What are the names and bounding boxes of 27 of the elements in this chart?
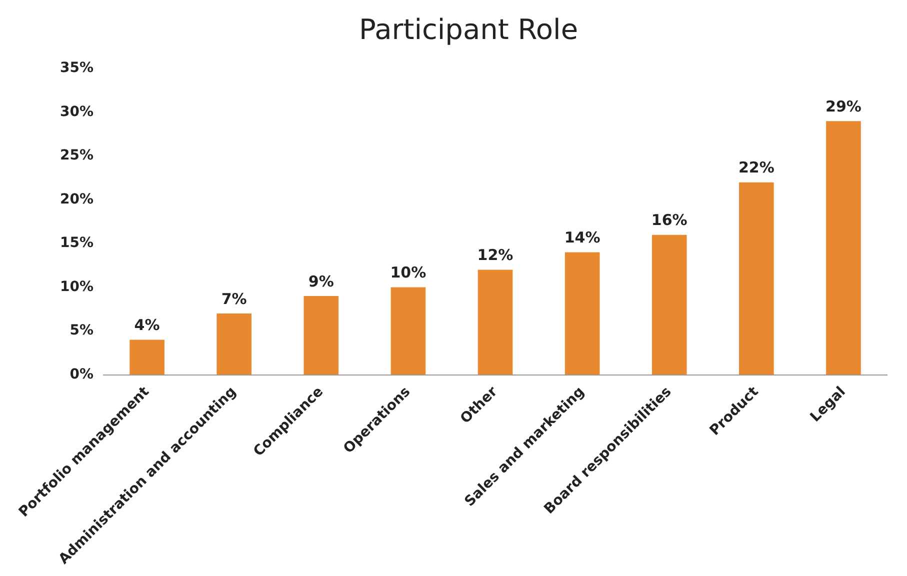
bar	[564, 252, 600, 375]
bar	[478, 270, 513, 375]
bar	[826, 121, 861, 375]
y-tick-label: 10%	[60, 278, 94, 295]
bar	[130, 340, 164, 375]
y-tick-label: 15%	[60, 235, 94, 252]
data-label: 29%	[826, 97, 862, 116]
data-label: 7%	[221, 290, 247, 308]
bar	[216, 314, 252, 375]
bar	[652, 234, 687, 375]
y-tick-label: 30%	[60, 104, 94, 120]
data-label: 14%	[564, 228, 600, 247]
data-label: 16%	[651, 211, 688, 230]
y-tick-label: 0%	[70, 366, 94, 382]
y-tick-label: 35%	[60, 60, 94, 76]
bar	[739, 182, 774, 375]
chart-title: Participant Role	[358, 13, 578, 46]
data-label: 12%	[477, 246, 514, 264]
bar	[390, 287, 426, 375]
y-tick-label: 20%	[60, 191, 94, 208]
data-label: 9%	[308, 272, 334, 290]
y-tick-label: 25%	[60, 148, 94, 164]
data-label: 4%	[134, 316, 160, 334]
data-label: 22%	[738, 158, 774, 177]
bar	[304, 296, 339, 375]
data-label: 10%	[390, 264, 426, 282]
y-tick-label: 5%	[70, 322, 94, 339]
